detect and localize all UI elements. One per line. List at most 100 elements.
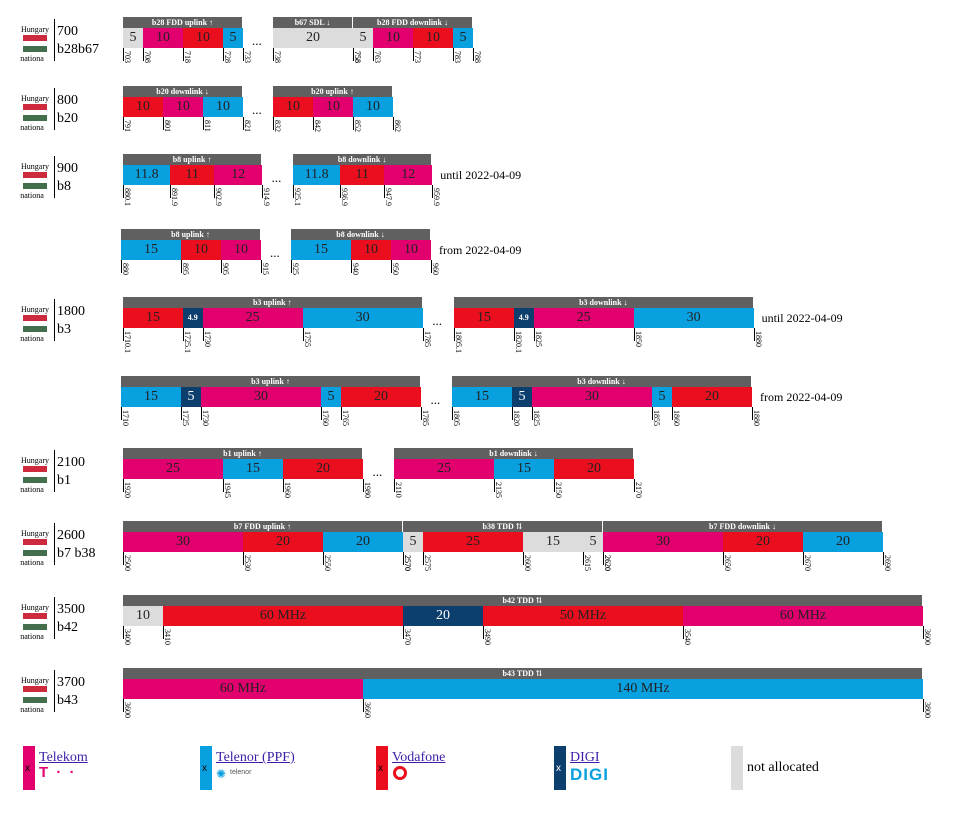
frequency-tick xyxy=(483,626,484,639)
frequency-tick xyxy=(221,260,222,273)
gap-ellipsis: ... xyxy=(252,102,262,117)
frequency-tick xyxy=(533,328,535,341)
spectrum-segment-telenor: 15 xyxy=(223,459,283,479)
spectrum-segment-digi: 20 xyxy=(403,606,483,626)
frequency-tick-label: 832 xyxy=(273,120,282,132)
frequency-tick-label: 811 xyxy=(203,120,212,132)
frequency-tick-label: 3540 xyxy=(683,629,692,645)
frequency-tick xyxy=(672,407,673,420)
frequency-tick-label: 2550 xyxy=(323,555,332,571)
frequency-tick xyxy=(512,407,513,420)
spectrum-segment-telenor: 11.8 xyxy=(123,165,171,185)
frequency-tick-label: 959.9 xyxy=(432,188,442,206)
frequency-tick-label: 862 xyxy=(393,120,402,132)
spectrum-segment-telekom: 12 xyxy=(384,165,433,185)
legend-link-telenor[interactable]: Telenor (PPF) xyxy=(216,750,295,765)
telenor-logo-text: telenor xyxy=(230,769,252,776)
frequency-tick xyxy=(123,479,124,492)
frequency-tick xyxy=(170,185,172,198)
spectrum-segment-telekom: 10 xyxy=(373,28,413,48)
band-divider xyxy=(54,19,55,61)
frequency-tick xyxy=(201,407,202,420)
spectrum-segment-vodafone: 11 xyxy=(340,165,385,185)
country-label: Hungary xyxy=(21,603,49,612)
frequency-tick-label: 708 xyxy=(143,51,152,63)
frequency-tick-label: 1805.1 xyxy=(454,331,463,353)
frequency-tick-label: 821 xyxy=(243,120,252,132)
frequency-tick-label: 3600 xyxy=(923,629,932,645)
frequency-tick-label: 2620 xyxy=(603,555,612,571)
frequency-tick-label: 3490 xyxy=(483,629,492,645)
band-block-header: b8 uplink ↑ xyxy=(123,154,263,165)
band-block-header: b28 FDD uplink ↑ xyxy=(123,17,243,28)
hungary-flag-icon xyxy=(23,104,47,121)
legend-link-digi[interactable]: DIGI xyxy=(570,750,600,765)
frequency-tick xyxy=(341,407,342,420)
band-divider xyxy=(54,450,55,492)
spectrum-segment-vodafone: 15 xyxy=(454,308,514,328)
spectrum-segment-vodafone: 10 xyxy=(351,240,391,260)
spectrum-segment-digi: 4.9 xyxy=(183,308,203,328)
validity-note: from 2022-04-09 xyxy=(760,390,843,404)
frequency-tick xyxy=(403,552,404,565)
frequency-tick-label: 1785 xyxy=(422,331,432,347)
spectrum-segment-vodafone: 10 xyxy=(183,28,223,48)
frequency-tick xyxy=(273,48,274,61)
frequency-tick-label: 703 xyxy=(123,51,132,63)
spectrum-segment-vodafone: 20 xyxy=(554,459,634,479)
frequency-tick-label: 1880 xyxy=(753,331,763,347)
frequency-tick xyxy=(121,260,122,273)
spectrum-segment-telenor: 30 xyxy=(302,308,423,328)
hungary-flag-icon xyxy=(23,539,47,556)
frequency-tick-label: 3400 xyxy=(123,629,132,645)
validity-note: from 2022-04-09 xyxy=(439,243,522,257)
spectrum-segment-telenor: 15 xyxy=(452,387,512,407)
frequency-tick xyxy=(313,117,314,130)
spectrum-segment-na: 5 xyxy=(583,532,603,552)
band-block-header: b3 uplink ↑ xyxy=(121,376,421,387)
spectrum-segment-telekom: 25 xyxy=(394,459,494,479)
frequency-tick-label: 1880 xyxy=(752,410,761,426)
frequency-tick-label: 1785 xyxy=(421,410,430,426)
band-block-header: b8 downlink ↓ xyxy=(293,154,433,165)
frequency-tick-label: 3800 xyxy=(923,702,932,718)
frequency-tick-label: 2135 xyxy=(494,482,503,498)
spectrum-segment-telekom: 60 MHz xyxy=(123,679,363,699)
frequency-tick xyxy=(291,260,292,273)
spectrum-segment-telenor: 5 xyxy=(453,28,473,48)
country-label: Hungary xyxy=(21,456,49,465)
frequency-tick-label: 2170 xyxy=(634,482,643,498)
frequency-tick xyxy=(183,48,184,61)
frequency-tick-label: 728 xyxy=(223,51,232,63)
spectrum-segment-vodafone: 10 xyxy=(123,97,163,117)
frequency-tick-label: 891.9 xyxy=(170,188,180,206)
frequency-tick-label: 915 xyxy=(261,263,270,275)
frequency-tick xyxy=(223,48,224,61)
country-scope-label: nationa xyxy=(20,485,44,494)
frequency-tick xyxy=(494,479,495,492)
legend-marker: x xyxy=(202,763,207,774)
frequency-tick xyxy=(181,407,182,420)
frequency-tick-label: 1730 xyxy=(201,410,210,426)
spectrum-segment-telekom: 60 MHz xyxy=(683,606,923,626)
band-codes: b8 xyxy=(57,179,71,194)
legend-link-vodafone[interactable]: Vodafone xyxy=(392,750,446,765)
band-divider xyxy=(54,299,55,341)
band-codes: b43 xyxy=(57,693,78,708)
band-divider xyxy=(54,156,55,198)
spectrum-segment-na: 5 xyxy=(353,28,373,48)
digi-logo-icon: DIGI xyxy=(570,765,609,784)
frequency-tick-label: 1850 xyxy=(633,331,643,347)
hungary-flag-icon xyxy=(23,686,47,703)
frequency-tick-label: 880.1 xyxy=(123,188,132,206)
frequency-tick-label: 3600 xyxy=(123,702,132,718)
frequency-tick xyxy=(123,626,124,639)
frequency-tick-label: 3470 xyxy=(403,629,412,645)
spectrum-segment-telekom: 10 xyxy=(221,240,261,260)
frequency-tick xyxy=(393,117,394,130)
band-frequency: 700 xyxy=(57,24,78,39)
legend-link-telekom[interactable]: Telekom xyxy=(39,750,88,765)
frequency-tick-label: 895 xyxy=(181,263,190,275)
telenor-logo-icon: ✺ xyxy=(216,767,227,781)
band-codes: b28b67 xyxy=(57,42,99,57)
